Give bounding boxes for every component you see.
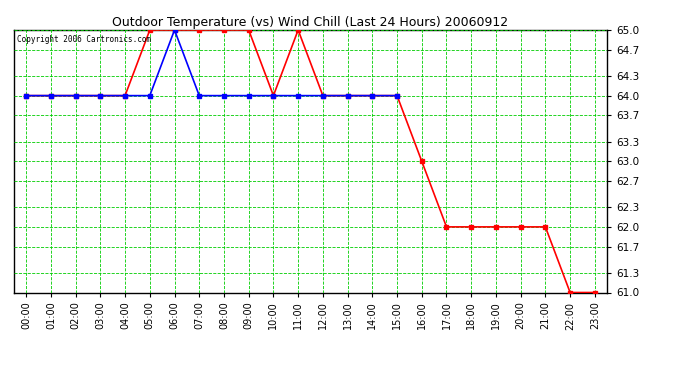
Title: Outdoor Temperature (vs) Wind Chill (Last 24 Hours) 20060912: Outdoor Temperature (vs) Wind Chill (Las… [112,16,509,29]
Text: Copyright 2006 Cartronics.com: Copyright 2006 Cartronics.com [17,35,151,44]
